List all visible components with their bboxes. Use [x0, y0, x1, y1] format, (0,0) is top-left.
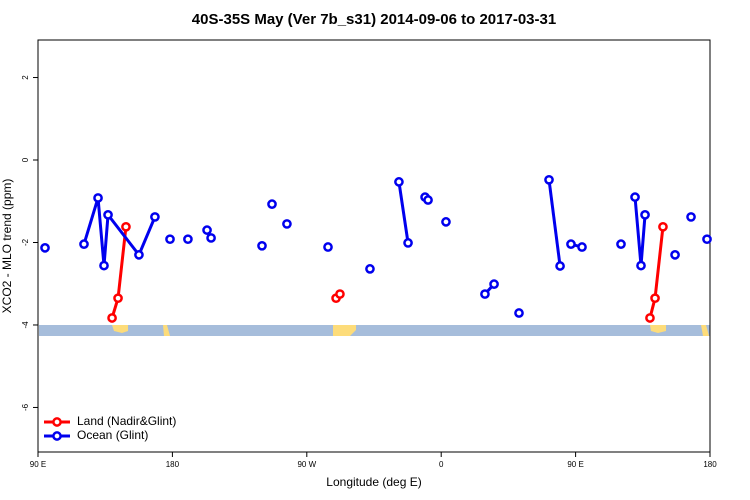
data-point: [686, 212, 696, 222]
data-point: [165, 234, 175, 245]
data-point: [645, 313, 655, 323]
data-point: [93, 193, 103, 203]
data-point: [577, 242, 587, 252]
legend-label: Land (Nadir&Glint): [77, 414, 176, 428]
y-tick-label: -6: [21, 403, 30, 411]
data-point: [394, 177, 404, 187]
y-tick-label: -4: [21, 321, 30, 329]
data-point: [658, 221, 668, 232]
data-point: [489, 279, 499, 289]
legend-label: Ocean (Glint): [77, 428, 148, 442]
data-point: [423, 195, 433, 205]
data-point: [183, 234, 193, 245]
data-point: [79, 239, 89, 249]
data-point: [257, 240, 267, 251]
data-point: [134, 250, 144, 260]
data-point: [282, 219, 292, 229]
data-point: [566, 239, 576, 249]
y-axis-label: XCO2 - MLO trend (ppm): [0, 179, 14, 314]
y-tick-label: 2: [21, 75, 30, 80]
data-point: [640, 210, 650, 220]
series-line: [547, 179, 562, 267]
y-tick-label: -2: [21, 238, 30, 246]
data-point: [702, 234, 712, 245]
data-point: [121, 221, 131, 232]
data-point: [40, 243, 50, 253]
plot-frame: [37, 39, 711, 453]
data-point: [206, 233, 216, 243]
legend-marker: [52, 417, 62, 427]
legend-marker: [52, 431, 62, 441]
y-tick-label: 0: [21, 157, 30, 162]
x-tick-label: 90 E: [567, 460, 583, 469]
series-line: [110, 226, 128, 319]
data-point: [480, 289, 490, 299]
x-tick-label: 180: [703, 460, 717, 469]
data-point: [113, 293, 123, 304]
data-point: [99, 260, 109, 271]
data-point: [267, 199, 277, 209]
data-point: [616, 239, 626, 249]
data-point: [441, 217, 451, 227]
series-line: [633, 196, 647, 266]
data-point: [103, 210, 113, 220]
chart-title: 40S-35S May (Ver 7b_s31) 2014-09-06 to 2…: [192, 11, 556, 28]
x-tick-label: 90 W: [297, 460, 316, 469]
data-point: [630, 192, 640, 202]
data-point: [670, 250, 680, 260]
data-point: [650, 293, 660, 304]
series-line: [82, 197, 157, 266]
series-line: [648, 226, 665, 319]
data-point: [150, 212, 160, 222]
data-point: [636, 260, 646, 271]
data-point: [544, 174, 554, 185]
x-axis-label: Longitude (deg E): [326, 475, 421, 489]
x-tick-label: 180: [166, 460, 180, 469]
data-point: [323, 242, 333, 252]
data-point: [403, 238, 413, 248]
data-point: [335, 289, 345, 299]
data-point: [202, 225, 212, 235]
series-line: [397, 181, 410, 244]
data-point: [555, 261, 565, 271]
land-strip: [39, 325, 710, 336]
x-tick-label: 90 E: [30, 460, 46, 469]
data-point: [107, 313, 117, 323]
x-tick-label: 0: [439, 460, 444, 469]
data-point: [365, 264, 375, 274]
data-point: [514, 308, 524, 318]
